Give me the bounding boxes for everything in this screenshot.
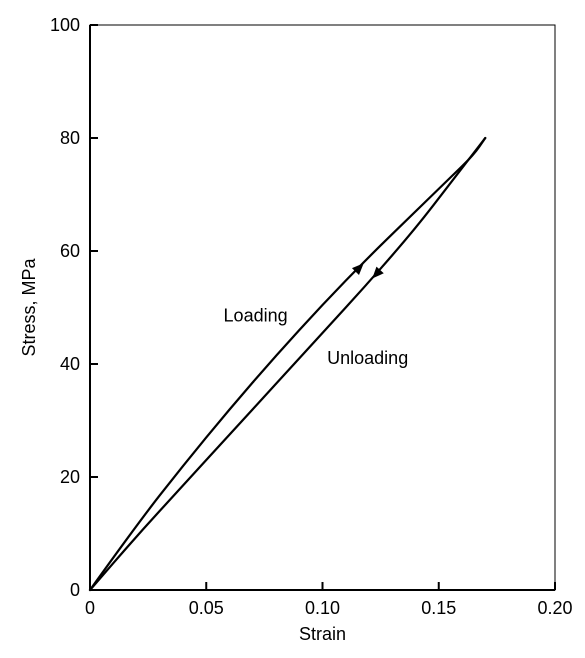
x-tick-label: 0 xyxy=(85,598,95,618)
y-tick-label: 100 xyxy=(50,15,80,35)
x-axis-label: Strain xyxy=(299,624,346,644)
y-axis-label: Stress, MPa xyxy=(19,258,39,357)
loading-label: Loading xyxy=(224,306,288,326)
x-tick-label: 0.05 xyxy=(189,598,224,618)
stress-strain-chart: 0 0.05 0.10 0.15 0.20 0 20 40 60 80 100 Strain Stres… xyxy=(0,0,585,658)
unloading-label: Unloading xyxy=(327,348,408,368)
y-tick-label: 80 xyxy=(60,128,80,148)
chart-background xyxy=(0,0,585,658)
y-tick-label: 40 xyxy=(60,354,80,374)
x-tick-label: 0.15 xyxy=(421,598,456,618)
x-tick-label: 0.20 xyxy=(537,598,572,618)
y-tick-label: 0 xyxy=(70,580,80,600)
x-tick-label: 0.10 xyxy=(305,598,340,618)
y-tick-label: 60 xyxy=(60,241,80,261)
y-tick-label: 20 xyxy=(60,467,80,487)
chart-svg: 0 0.05 0.10 0.15 0.20 0 20 40 60 80 100 Strain Stres… xyxy=(0,0,585,658)
